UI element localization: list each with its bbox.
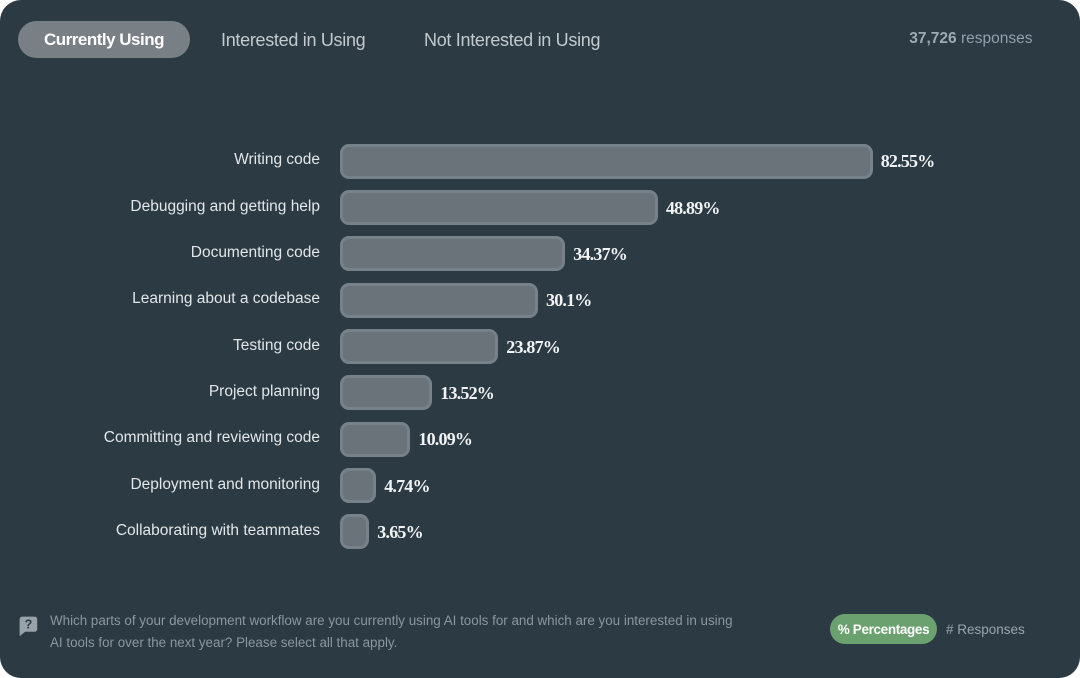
svg-text:?: ? — [24, 618, 32, 632]
